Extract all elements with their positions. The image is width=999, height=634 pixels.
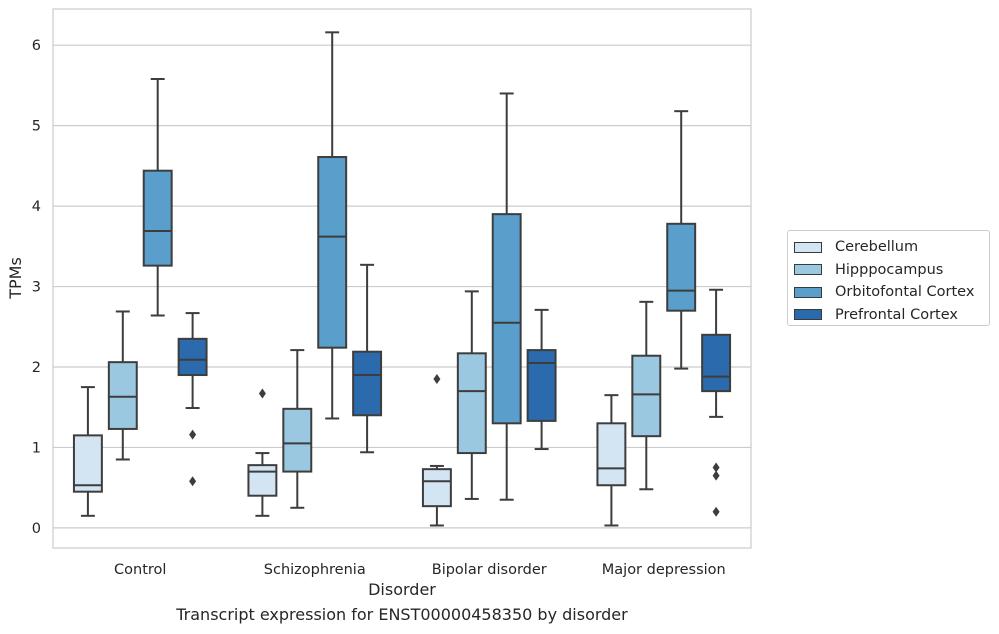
outlier-point: [712, 462, 720, 473]
outlier-point: [258, 388, 266, 399]
box-iqr: [666, 222, 697, 312]
x-tick-label: Major depression: [602, 562, 726, 578]
box-cerebellum-0: [72, 386, 103, 517]
box-prefrontal-cortex-3: [701, 288, 732, 517]
box-iqr: [107, 361, 138, 430]
box-iqr: [142, 169, 173, 267]
box-prefrontal-cortex-1: [352, 263, 383, 454]
legend-label-hippocampus: Hipppocampus: [835, 261, 944, 278]
box-iqr: [526, 349, 557, 422]
legend-swatch-orbitofrontal-cortex: [794, 286, 822, 298]
box-iqr: [177, 337, 208, 377]
legend-label-orbitofrontal-cortex: Orbitofontal Cortex: [835, 284, 975, 301]
box-prefrontal-cortex-0: [177, 312, 208, 487]
y-tick-label: 1: [32, 440, 41, 456]
legend-item-orbitofrontal-cortex: Orbitofontal Cortex: [794, 281, 989, 304]
box-orbitofontal-cortex-1: [317, 31, 348, 420]
outlier-point: [189, 476, 197, 487]
outlier-point: [189, 429, 197, 440]
box-iqr: [317, 156, 348, 349]
box-hipppocampus-3: [631, 300, 662, 491]
x-axis-label: Disorder: [368, 580, 436, 599]
y-axis-label: TPMs: [6, 257, 25, 300]
legend-item-hippocampus: Hipppocampus: [794, 259, 989, 282]
legend-swatch-hippocampus: [794, 264, 822, 276]
box-plot-series: [72, 31, 732, 527]
legend: Cerebellum Hipppocampus Orbitofontal Cor…: [787, 230, 990, 326]
box-iqr: [456, 352, 487, 455]
y-tick-label: 2: [32, 360, 41, 376]
box-iqr: [631, 354, 662, 438]
outlier-point: [712, 506, 720, 517]
box-orbitofontal-cortex-3: [666, 110, 697, 370]
legend-item-cerebellum: Cerebellum: [794, 236, 989, 259]
legend-label-prefrontal-cortex: Prefrontal Cortex: [835, 306, 958, 323]
x-tick-label: Bipolar disorder: [432, 562, 547, 578]
box-hipppocampus-2: [456, 290, 487, 500]
box-cerebellum-3: [596, 394, 627, 527]
box-iqr: [247, 464, 278, 497]
x-tick-label: Control: [114, 562, 166, 578]
box-prefrontal-cortex-2: [526, 308, 557, 451]
chart-caption: Transcript expression for ENST0000045835…: [176, 605, 628, 624]
box-iqr: [596, 422, 627, 487]
box-orbitofontal-cortex-0: [142, 77, 173, 317]
legend-swatch-prefrontal-cortex: [794, 309, 822, 321]
box-hipppocampus-0: [107, 310, 138, 461]
plot-frame: [52, 8, 752, 549]
y-tick-label: 3: [32, 280, 41, 296]
box-iqr: [72, 434, 103, 493]
box-iqr: [352, 350, 383, 417]
legend-label-cerebellum: Cerebellum: [835, 239, 919, 256]
outlier-point: [433, 374, 441, 385]
legend-item-prefrontal-cortex: Prefrontal Cortex: [794, 304, 989, 327]
box-orbitofontal-cortex-2: [491, 92, 522, 501]
y-tick-label: 0: [32, 521, 41, 537]
box-iqr: [421, 468, 452, 508]
legend-swatch-cerebellum: [794, 241, 822, 253]
x-tick-labels: Control Schizophrenia Bipolar disorder Majo…: [114, 562, 726, 578]
y-tick-label: 6: [32, 38, 41, 54]
box-iqr: [282, 407, 313, 473]
box-iqr: [701, 333, 732, 393]
x-tick-label: Schizophrenia: [264, 562, 366, 578]
box-hipppocampus-1: [282, 349, 313, 509]
outlier-point: [712, 470, 720, 481]
box-iqr: [491, 213, 522, 425]
box-cerebellum-1: [247, 388, 278, 517]
y-tick-label: 5: [32, 119, 41, 135]
y-tick-labels: 0 1 2 3 4 5 6: [32, 38, 41, 537]
box-cerebellum-2: [421, 374, 452, 527]
y-tick-label: 4: [32, 199, 41, 215]
